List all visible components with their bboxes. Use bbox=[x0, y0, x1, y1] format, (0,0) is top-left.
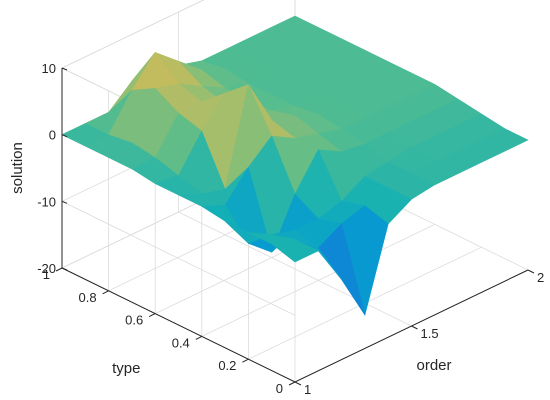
x-tick-mark-0 bbox=[294, 381, 302, 386]
y-tick-mark-1 bbox=[242, 358, 249, 363]
box-edge-2 bbox=[61, 0, 205, 69]
x-tick-label-0: 1 bbox=[304, 382, 311, 397]
z-tick-label-2: 0 bbox=[49, 128, 56, 143]
z-tick-labels: -20 -10 0 10 bbox=[37, 61, 56, 276]
z-axis-label: solution bbox=[9, 142, 26, 194]
left-wall-grid-z-1 bbox=[61, 200, 296, 316]
y-tick-label-5: 1 bbox=[43, 267, 50, 282]
z-tick-label-0: -20 bbox=[37, 261, 56, 276]
z-tick-mark-3 bbox=[61, 67, 68, 71]
x-tick-labels: 11.52 bbox=[304, 270, 544, 397]
z-tick-label-3: 10 bbox=[42, 61, 56, 76]
y-tick-mark-2 bbox=[195, 335, 203, 340]
y-axis-line bbox=[61, 267, 296, 383]
x-tick-mark-2 bbox=[527, 269, 535, 274]
z-tick-mark-2 bbox=[61, 134, 68, 138]
surface-patch-0-0 bbox=[271, 239, 319, 263]
y-tick-labels: 0 0.2 0.4 0.6 0.8 1 bbox=[43, 267, 283, 396]
y-tick-mark-5 bbox=[55, 267, 63, 272]
z-tick-mark-0 bbox=[61, 267, 68, 271]
axis-lines bbox=[55, 67, 535, 386]
y-tick-mark-3 bbox=[148, 313, 156, 318]
x-tick-label-1: 1.5 bbox=[421, 326, 439, 341]
y-tick-label-0: 0 bbox=[276, 381, 283, 396]
y-tick-label-3: 0.6 bbox=[125, 313, 143, 328]
y-axis-label: type bbox=[112, 360, 140, 377]
y-tick-label-4: 0.8 bbox=[79, 290, 97, 305]
y-tick-mark-4 bbox=[102, 290, 109, 295]
x-tick-mark-1 bbox=[411, 325, 418, 330]
z-tick-label-1: -10 bbox=[37, 194, 56, 209]
z-tick-mark-1 bbox=[61, 200, 68, 204]
y-tick-label-2: 0.4 bbox=[172, 335, 190, 350]
surface-mesh bbox=[61, 15, 529, 316]
floor-grid-y-2 bbox=[201, 224, 435, 337]
x-tick-label-2: 2 bbox=[537, 270, 544, 285]
y-tick-label-1: 0.2 bbox=[218, 358, 236, 373]
y-tick-mark-0 bbox=[288, 381, 296, 386]
x-axis-label: order bbox=[417, 357, 452, 374]
